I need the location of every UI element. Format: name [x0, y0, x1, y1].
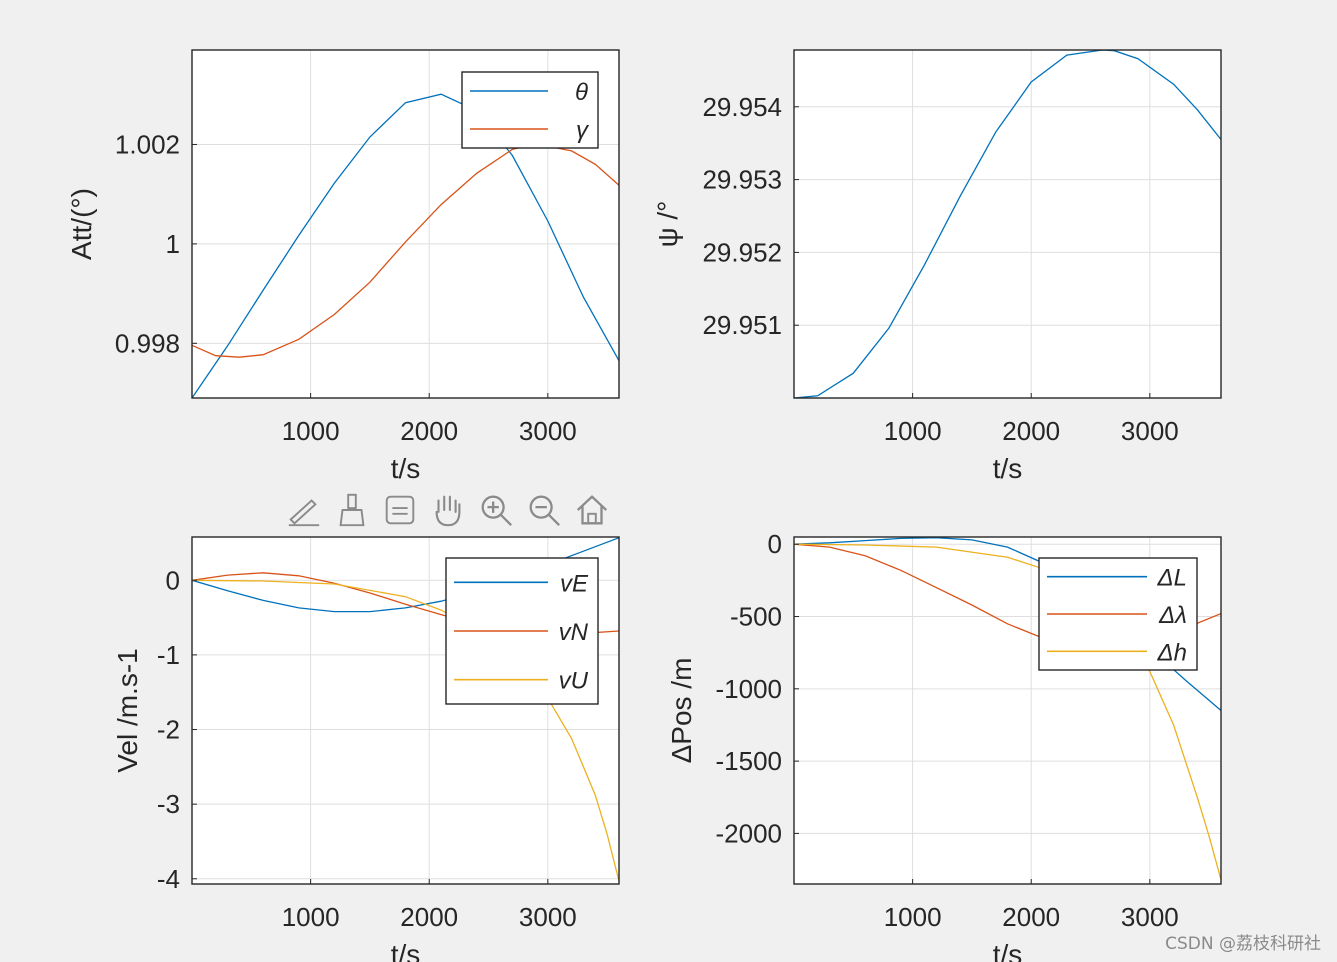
x-tick-label: 3000	[519, 902, 577, 932]
subplot-1: 1000 2000 3000 0.998 1 1.002 t/s Att/(°) θγ	[66, 49, 620, 484]
y-axis-label: ΔPos /m	[666, 658, 697, 764]
y-tick-label: -1000	[716, 674, 783, 704]
legend-label: Δλ	[1158, 602, 1187, 629]
data-tips-icon[interactable]	[378, 488, 422, 532]
y-tick-label: 29.952	[702, 237, 782, 267]
y-tick-label: -2000	[716, 818, 783, 848]
x-axis-label: t/s	[391, 939, 421, 962]
edit-icon[interactable]	[282, 488, 326, 532]
legend-label: vU	[559, 668, 589, 695]
y-tick-label: 1	[166, 229, 180, 259]
y-axis-label: Att/(°)	[66, 188, 97, 260]
legend: vE vN vU	[445, 557, 599, 705]
y-tick-label: -500	[730, 602, 782, 632]
y-tick-label: -3	[157, 789, 180, 819]
x-tick-label: 1000	[884, 902, 942, 932]
legend: ΔL Δλ Δh	[1038, 557, 1198, 671]
x-axis-label: t/s	[391, 453, 421, 484]
legend-box	[461, 71, 599, 149]
home-icon[interactable]	[570, 488, 614, 532]
x-tick-label: 1000	[282, 902, 340, 932]
axes-frame	[191, 536, 620, 885]
subplot-3: 1000 2000 3000 -4 -3 -2 -1 0 t/s Vel /m.s-1 vE vN vU	[112, 536, 620, 962]
x-axis-label: t/s	[993, 939, 1023, 962]
x-tick-label: 2000	[1002, 902, 1060, 932]
series-line-series-1	[794, 50, 1221, 398]
y-tick-label: 29.954	[702, 92, 782, 122]
zoom-in-icon[interactable]	[474, 488, 518, 532]
y-tick-label: 1.002	[115, 129, 180, 159]
y-axis-label: ψ /°	[652, 201, 683, 248]
x-tick-label: 1000	[884, 416, 942, 446]
y-tick-label: -2	[157, 715, 180, 745]
legend: θγ	[461, 71, 599, 149]
legend-label: θ	[575, 79, 588, 106]
y-axis-label: Vel /m.s-1	[112, 648, 143, 772]
pan-hand-icon[interactable]	[426, 488, 470, 532]
axes-frame	[793, 49, 1222, 399]
legend-label: vE	[560, 570, 589, 597]
legend-label: ΔL	[1157, 565, 1187, 592]
y-tick-label: 0	[166, 565, 180, 595]
x-tick-label: 3000	[519, 416, 577, 446]
series-line-θ	[192, 93, 619, 398]
axes-toolbar	[282, 488, 614, 532]
y-tick-label: 29.951	[702, 310, 782, 340]
legend-label: vN	[559, 619, 589, 646]
y-tick-label: -1500	[716, 746, 783, 776]
axes-frame	[793, 536, 1222, 885]
legend-label: γ	[576, 117, 590, 144]
plot-area	[794, 50, 1221, 398]
x-axis-label: t/s	[993, 453, 1023, 484]
subplot-4: 1000 2000 3000 -2000 -1500 -1000 -500 0 t/s ΔPos …	[666, 529, 1222, 962]
x-tick-label: 2000	[400, 416, 458, 446]
y-tick-label: -1	[157, 640, 180, 670]
subplot-2: 1000 2000 3000 29.951 29.952 29.953 29.954 t/s ψ…	[652, 49, 1222, 484]
x-tick-label: 2000	[400, 902, 458, 932]
x-tick-label: 2000	[1002, 416, 1060, 446]
legend-label: Δh	[1157, 639, 1187, 666]
brush-icon[interactable]	[330, 488, 374, 532]
axes-frame	[191, 49, 620, 399]
x-tick-label: 3000	[1121, 902, 1179, 932]
y-tick-label: -4	[157, 864, 180, 894]
watermark-text: CSDN @荔枝科研社	[1165, 934, 1321, 954]
x-tick-label: 1000	[282, 416, 340, 446]
y-tick-label: 0	[768, 529, 782, 559]
y-tick-label: 29.953	[702, 165, 782, 195]
y-tick-label: 0.998	[115, 328, 180, 358]
zoom-out-icon[interactable]	[522, 488, 566, 532]
x-tick-label: 3000	[1121, 416, 1179, 446]
